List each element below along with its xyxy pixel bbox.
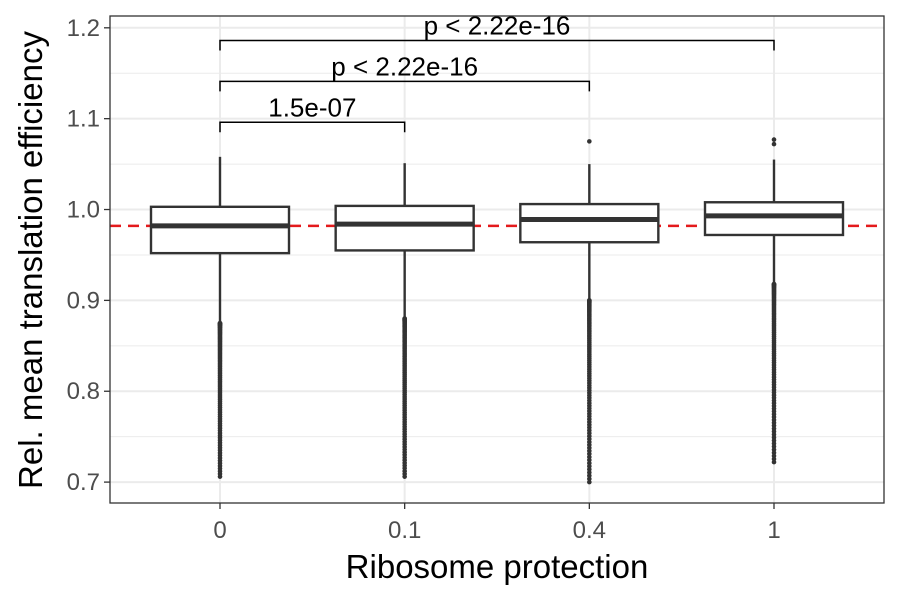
bracket-line (219, 80, 591, 92)
y-axis-title: Rel. mean translation efficiency (12, 31, 49, 489)
box-group-0 (149, 156, 291, 479)
p-value-label: p < 2.22e-16 (331, 51, 478, 81)
outlier-point (771, 456, 777, 462)
outlier-point (587, 479, 592, 485)
outlier-point (217, 474, 223, 479)
outlier-point (587, 473, 592, 478)
y-tick-label: 0.7 (67, 469, 100, 496)
x-axis-title: Ribosome protection (346, 548, 649, 585)
significance-bracket: p < 2.22e-16 (219, 51, 591, 92)
box-group-0-1 (334, 163, 475, 479)
grid-lines (110, 16, 884, 503)
p-value-label: 1.5e-07 (268, 92, 356, 122)
p-value-label: p < 2.22e-16 (424, 11, 571, 41)
box-iqr (149, 205, 291, 255)
outlier-point (587, 476, 592, 482)
x-tick-label: 0.1 (388, 517, 421, 544)
y-tick-label: 1.0 (67, 197, 100, 224)
y-tick-label: 1.2 (67, 15, 100, 42)
outlier-point (587, 467, 592, 472)
outlier-point (771, 137, 777, 142)
x-tick-label: 0.4 (573, 517, 606, 544)
bracket-line (219, 39, 775, 51)
x-tick-label: 1 (767, 517, 780, 544)
y-tick-label: 0.9 (67, 287, 100, 314)
outlier-point (402, 474, 407, 479)
box-group-1 (703, 137, 845, 465)
outlier-point (771, 459, 777, 465)
box-iqr (519, 202, 660, 244)
significance-bracket: 1.5e-07 (219, 92, 406, 133)
box-iqr (334, 204, 475, 252)
y-tick-label: 1.1 (67, 106, 100, 133)
outlier-point (587, 139, 592, 144)
panel-border (109, 15, 885, 504)
y-tick-label: 0.8 (67, 378, 100, 405)
boxes-layer (149, 137, 845, 485)
box-iqr (703, 201, 845, 237)
box-group-0-4 (519, 139, 660, 485)
bracket-line (219, 121, 406, 133)
outlier-point (771, 141, 777, 147)
outlier-point (587, 470, 592, 475)
x-tick-label: 0 (213, 517, 226, 544)
axis-layer: 0.7 0.8 0.9 1.0 1.1 1.2 0 0.1 0.4 1 (67, 15, 781, 544)
